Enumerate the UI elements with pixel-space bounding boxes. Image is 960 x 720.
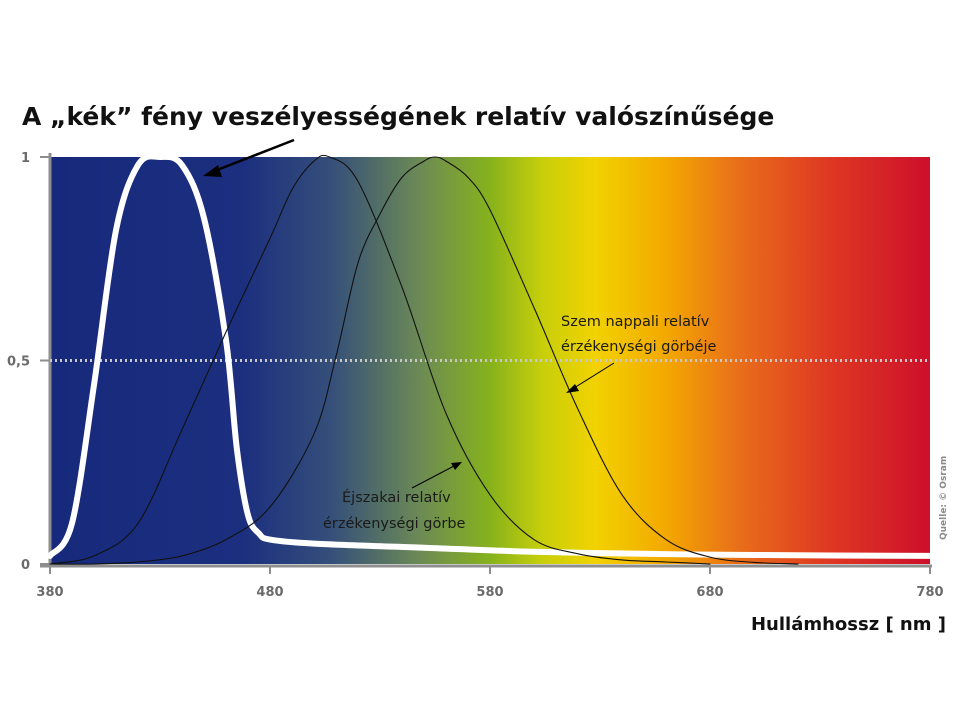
y-tick-label: 0 — [21, 558, 30, 573]
x-tick-label: 680 — [696, 585, 723, 600]
x-tick-label: 380 — [36, 585, 63, 600]
title-arrow — [211, 138, 295, 174]
x-tick-label: 480 — [256, 585, 283, 600]
day-arrowhead — [566, 384, 579, 393]
night-curve-label-line1: Éjszakai relatív — [342, 489, 451, 506]
day-curve-label-line1: Szem nappali relatív — [561, 314, 710, 330]
scotopic-curve — [49, 154, 711, 565]
title-arrowhead — [203, 165, 222, 177]
y-tick-label: 1 — [21, 151, 30, 166]
series-layer — [47, 153, 933, 565]
day-curve-label-line2: érzékenységi görbéje — [561, 339, 716, 355]
chart-title: A „kék” fény veszélyességének relatív va… — [22, 102, 774, 131]
x-tick-label: 580 — [476, 585, 503, 600]
source-credit: Quelle: © Osram — [939, 456, 949, 540]
night-arrow — [411, 465, 455, 489]
x-tick-label: 780 — [916, 585, 943, 600]
blue-hazard-curve — [47, 153, 933, 559]
axis-ticks: 380 480 580 680 780 0 0,5 1 — [7, 151, 944, 600]
y-tick-label: 0,5 — [7, 355, 30, 370]
x-axis-label: Hullámhossz [ nm ] — [751, 614, 946, 635]
day-arrow — [573, 362, 615, 389]
photopic-curve — [49, 156, 799, 565]
night-curve-label-line2: érzékenységi görbe — [323, 516, 466, 532]
night-arrowhead — [451, 462, 462, 470]
